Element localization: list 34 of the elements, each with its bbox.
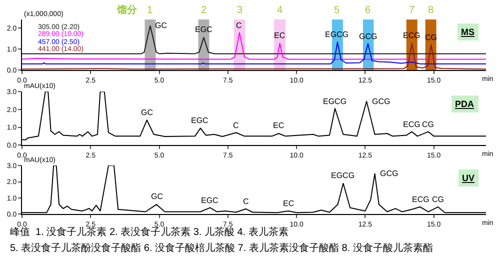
text: PDA — [455, 99, 474, 109]
annotation: GCG — [372, 97, 390, 106]
annotation: ECG — [412, 195, 430, 204]
annotation: C — [233, 121, 239, 130]
band-label: 6 — [365, 5, 371, 16]
annotation: C — [243, 197, 249, 206]
text: 馏分 — [116, 4, 138, 16]
band-label: 2 — [201, 5, 207, 16]
annotation: GC — [151, 192, 164, 201]
band-label: 3 — [237, 5, 243, 16]
band-label: 7 — [409, 5, 415, 16]
band-label: 1 — [147, 5, 153, 16]
annotation: CG — [432, 195, 444, 204]
annotation: EC — [283, 199, 294, 208]
annotation: EGC — [191, 116, 209, 125]
text: UV — [462, 173, 475, 183]
annotation: EGCG — [323, 97, 347, 106]
annotation: ECG — [403, 120, 420, 129]
annotation: EC — [274, 31, 286, 40]
annotation: GC — [141, 108, 154, 117]
annotation: EC — [273, 121, 284, 130]
annotation: GC — [155, 21, 168, 30]
band-label: 8 — [428, 5, 434, 16]
annotation: EGC — [201, 196, 219, 205]
text: 峰值 1. 没食子儿茶素 2. 表没食子儿茶素 3. 儿茶酸 4. 表儿茶素 — [10, 226, 288, 238]
annotation: EGCG — [331, 171, 355, 180]
text: 5. 表没食子儿茶酚没食子酸酯 6. 没食子酸棓儿茶酸 7. 表儿茶素没食子酸酯 8. 没食子酸儿茶素酯 — [10, 242, 433, 254]
annotation: C — [236, 21, 242, 30]
annotation: GCG — [380, 169, 398, 178]
band-label: 5 — [334, 5, 340, 16]
annotation: CG — [422, 120, 434, 129]
text: MS — [461, 27, 474, 37]
annotation: EGC — [195, 25, 213, 34]
band-label: 4 — [277, 5, 283, 16]
